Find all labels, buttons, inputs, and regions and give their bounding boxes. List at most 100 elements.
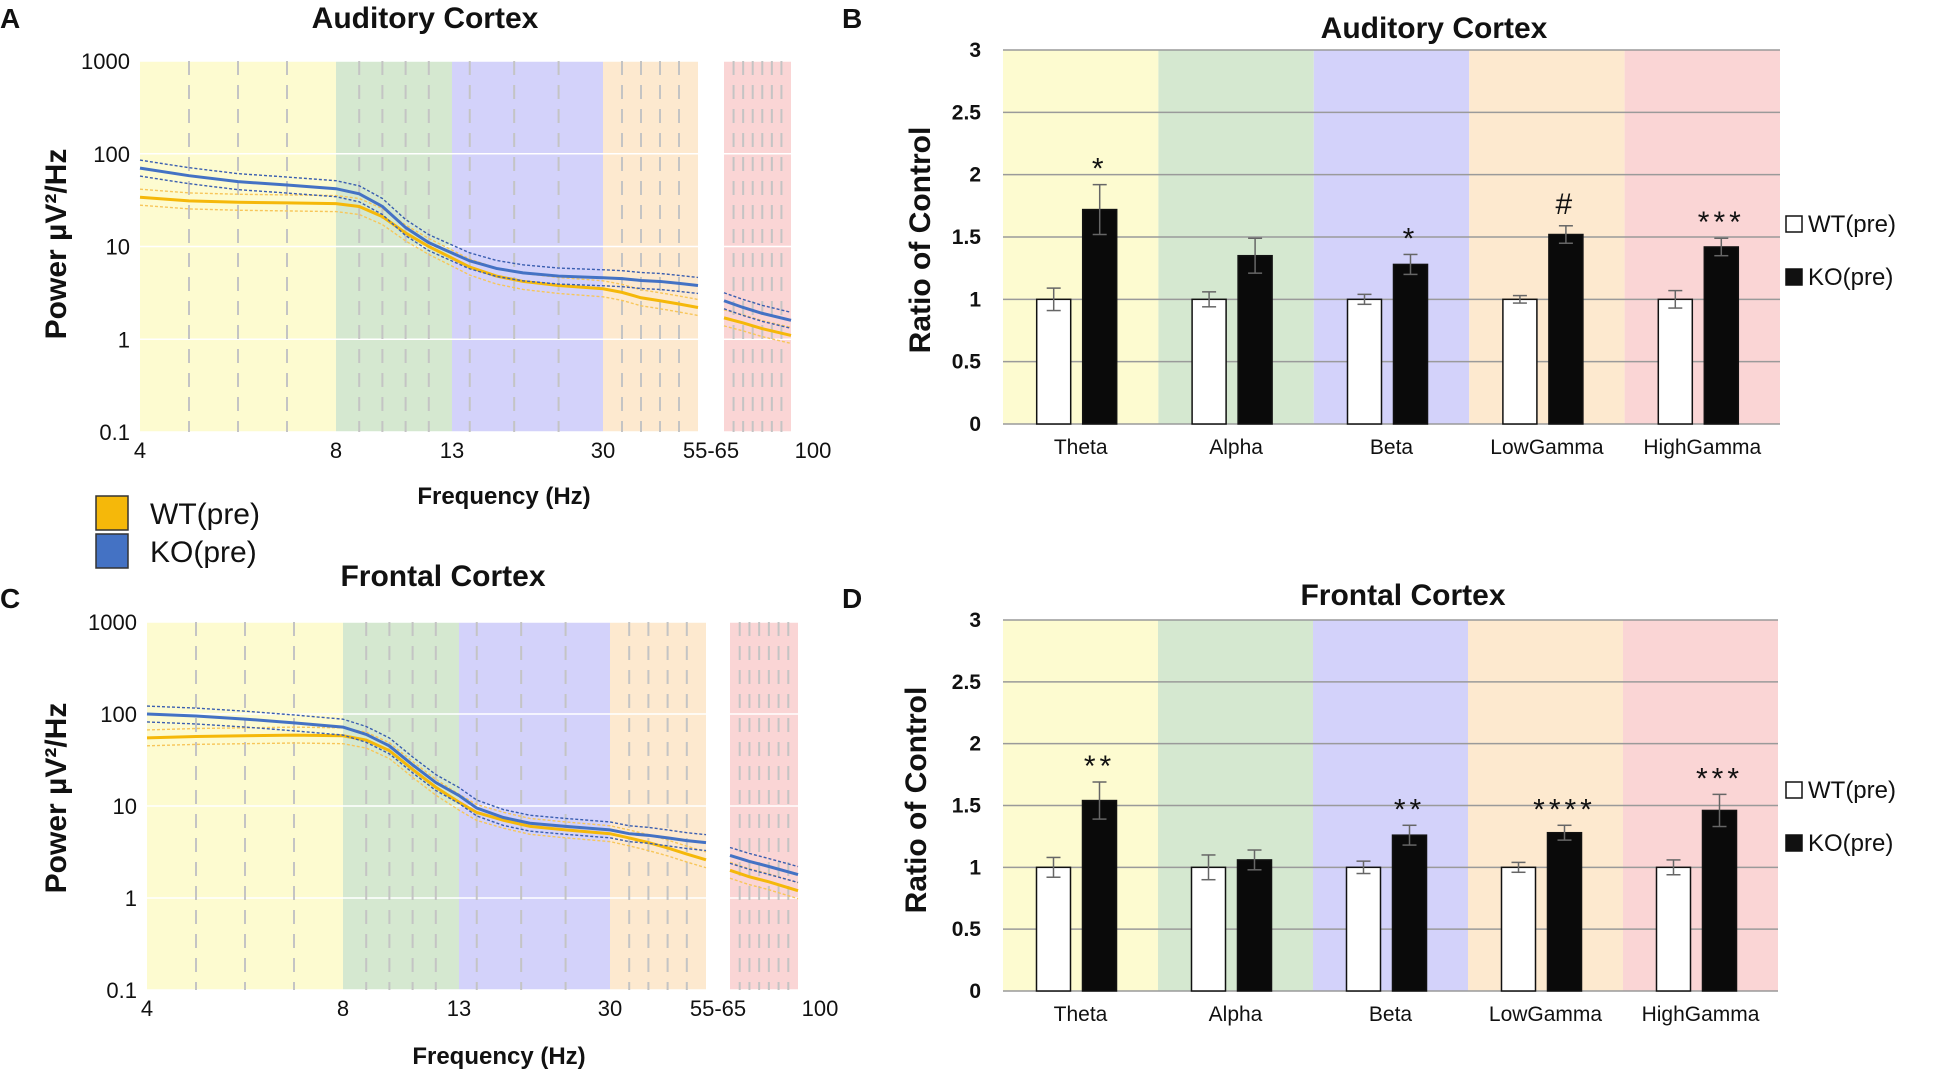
- y-tick-label: 1: [969, 288, 981, 311]
- significance-marker: ****: [1533, 793, 1596, 826]
- y-tick-label: 100: [93, 142, 130, 167]
- panel-a-line-chart: A 0.1 1 10 100 1000 4 8 13 30 55-65 100 Auditory C…: [0, 2, 831, 510]
- wt-bar-theta: [1035, 866, 1072, 992]
- ko-mean-line: [146, 712, 707, 845]
- category-label: Theta: [1054, 436, 1108, 459]
- ko-bar-lowgamma: [1546, 831, 1583, 992]
- legend-label-ko: KO(pre): [150, 536, 257, 569]
- x-tick-label: 8: [330, 438, 342, 463]
- significance-marker: ***: [1698, 206, 1745, 239]
- x-tick-label: 4: [134, 438, 146, 463]
- x-tick-label: 55-65: [683, 438, 739, 463]
- spectrum-lines: [139, 159, 792, 345]
- y-tick-label: 0.5: [952, 351, 982, 374]
- x-tick-label: 13: [447, 996, 471, 1021]
- x-tick-label: 30: [598, 996, 622, 1021]
- x-axis-label: Frequency (Hz): [412, 1043, 585, 1070]
- ko-ci-line: [723, 292, 792, 313]
- x-tick-label: 100: [795, 438, 832, 463]
- ko-mean-line: [723, 299, 792, 322]
- y-tick-label: 2: [969, 164, 981, 187]
- wt-bar-lowgamma: [1502, 298, 1538, 425]
- ko-bar-beta: [1392, 263, 1429, 425]
- bars: **** *******: [1035, 750, 1739, 992]
- legend-swatch-wt: [95, 495, 129, 531]
- ko-ci-line: [729, 846, 799, 868]
- ko-bar-alpha: [1236, 859, 1273, 992]
- wt-bar-alpha: [1191, 298, 1227, 425]
- panel-letter-c: C: [0, 583, 20, 614]
- significance-marker: **: [1084, 750, 1115, 783]
- legend-label-wt: WT(pre): [150, 498, 260, 531]
- significance-marker: *: [1403, 222, 1419, 255]
- frequency-bands: [147, 621, 798, 991]
- axes: 0 0.5 1 1.5 2 2.5 3 Theta Alpha Beta LowGamma HighG…: [952, 39, 1780, 459]
- ko-bar-lowgamma: [1548, 233, 1584, 425]
- ko-ci-line: [146, 721, 707, 852]
- x-tick-label: 4: [141, 996, 153, 1021]
- ko-mean-line: [139, 166, 699, 287]
- category-label: HighGamma: [1642, 1003, 1760, 1026]
- y-tick-label: 0: [969, 413, 981, 436]
- legend-swatch-wt: [1785, 215, 1803, 233]
- chart-title: Auditory Cortex: [1321, 12, 1548, 45]
- legend-left: WT(pre) KO(pre): [95, 495, 260, 569]
- ko-ci-line: [139, 175, 699, 295]
- panel-letter-a: A: [0, 3, 20, 34]
- significance-marker: **: [1394, 793, 1425, 826]
- category-label: LowGamma: [1490, 436, 1604, 459]
- wt-ci-line: [146, 726, 707, 853]
- significance-marker: *: [1092, 153, 1108, 186]
- wt-ci-line: [729, 877, 799, 900]
- y-axis-label: Ratio of Control: [900, 687, 933, 914]
- panel-letter-b: B: [842, 3, 862, 34]
- wt-bar-beta: [1346, 298, 1383, 425]
- x-tick-label: 8: [337, 996, 349, 1021]
- wt-bar-lowgamma: [1500, 866, 1537, 992]
- legend-swatch-ko: [1785, 834, 1803, 852]
- x-tick-label: 55-65: [690, 996, 746, 1021]
- legend-label-ko: KO(pre): [1808, 264, 1893, 291]
- axes: 0 0.5 1 1.5 2 2.5 3 Theta Alpha Beta LowGamma HighG…: [952, 609, 1778, 1026]
- y-tick-label: 0.1: [99, 420, 130, 445]
- y-tick-label: 0.1: [106, 978, 137, 1003]
- legend-swatch-wt: [1785, 781, 1803, 799]
- y-axis-label: Power µV²/Hz: [40, 703, 73, 894]
- category-label: Alpha: [1209, 1003, 1263, 1026]
- category-label: Beta: [1370, 436, 1414, 459]
- panel-b-bar-chart: B 0 0.5 1 1.5 2 2.5 3 Theta Alpha Beta LowGamma Hig…: [842, 3, 1780, 459]
- y-tick-label: 2.5: [952, 671, 982, 694]
- y-axis-label: Power µV²/Hz: [40, 149, 73, 340]
- ko-ci-line: [146, 705, 707, 836]
- x-tick-label: 13: [440, 438, 464, 463]
- y-axis-label: Ratio of Control: [904, 127, 937, 354]
- wt-mean-line: [723, 316, 792, 337]
- axes: 0.1 1 10 100 1000 4 8 13 30 55-65 100: [81, 49, 831, 463]
- panel-c-line-chart: C 0.1 1 10 100 1000 4 8 13 30 55-65 100 Frontal Co…: [0, 560, 838, 1070]
- y-tick-label: 100: [100, 702, 137, 727]
- wt-bar-beta: [1345, 866, 1382, 992]
- ko-bar-theta: [1081, 208, 1118, 425]
- ko-mean-line: [729, 854, 799, 876]
- ko-ci-line: [723, 308, 792, 329]
- axes: 0.1 1 10 100 1000 4 8 13 30 55-65 100: [88, 610, 838, 1021]
- legend-right-d: WT(pre) KO(pre): [1785, 777, 1896, 857]
- y-tick-label: 3: [969, 39, 981, 62]
- panel-d-bar-chart: D 0 0.5 1 1.5 2 2.5 3 Theta Alpha Beta LowGamma Hig…: [842, 579, 1778, 1026]
- y-tick-label: 10: [113, 794, 137, 819]
- wt-bar-theta: [1035, 298, 1072, 425]
- category-label: Alpha: [1209, 436, 1263, 459]
- ko-bar-highgamma: [1701, 809, 1738, 992]
- spectrum-lines: [146, 705, 799, 900]
- y-tick-label: 2: [969, 733, 981, 756]
- y-tick-label: 1.5: [952, 795, 982, 818]
- y-tick-label: 0: [969, 980, 981, 1003]
- chart-title: Auditory Cortex: [312, 2, 539, 35]
- y-tick-label: 2.5: [952, 101, 982, 124]
- significance-marker: #: [1556, 188, 1577, 221]
- y-tick-label: 1000: [88, 610, 137, 635]
- wt-mean-line: [146, 733, 707, 862]
- legend-swatch-ko: [1785, 268, 1803, 286]
- panel-letter-d: D: [842, 583, 862, 614]
